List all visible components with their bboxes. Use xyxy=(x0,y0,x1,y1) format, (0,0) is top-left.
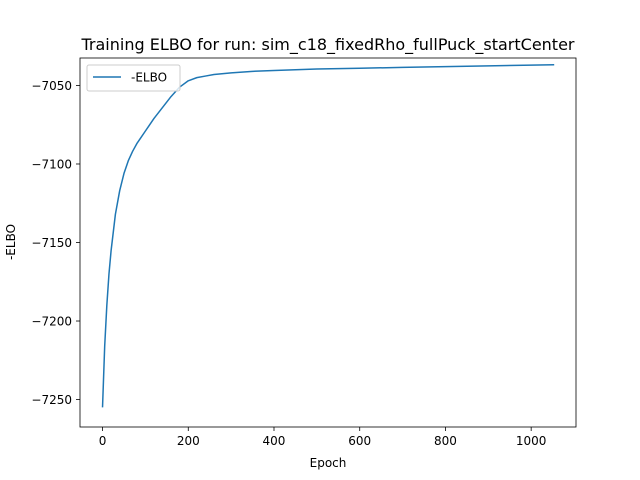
x-tick-label: 200 xyxy=(177,434,200,448)
x-axis: 0 200 400 600 800 1000 xyxy=(99,427,547,448)
plot-area xyxy=(101,63,555,408)
x-axis-label: Epoch xyxy=(310,456,347,470)
chart-title: Training ELBO for run: sim_c18_fixedRho_… xyxy=(80,35,574,55)
x-tick-label: 0 xyxy=(99,434,107,448)
y-tick-label: −7050 xyxy=(31,79,72,93)
x-tick-label: 400 xyxy=(263,434,286,448)
y-tick-label: −7250 xyxy=(31,393,72,407)
x-tick-label: 600 xyxy=(348,434,371,448)
y-axis: −7250 −7200 −7150 −7100 −7050 xyxy=(31,79,80,407)
x-tick-label: 800 xyxy=(434,434,457,448)
x-tick-label: 1000 xyxy=(516,434,547,448)
y-axis-label: -ELBO xyxy=(4,224,18,260)
axes-frame xyxy=(79,57,577,428)
legend-box xyxy=(86,64,181,92)
series-line-elbo xyxy=(101,63,555,408)
legend: -ELBO xyxy=(86,64,181,92)
y-tick-label: −7100 xyxy=(31,157,72,171)
legend-label-elbo: -ELBO xyxy=(131,71,167,85)
y-tick-label: −7150 xyxy=(31,236,72,250)
y-tick-label: −7200 xyxy=(31,315,72,329)
